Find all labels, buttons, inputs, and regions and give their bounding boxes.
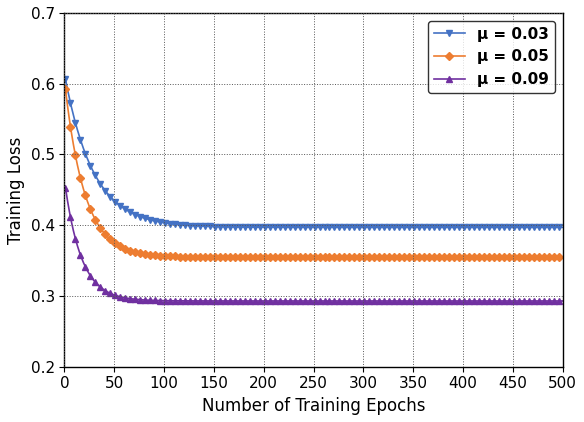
μ = 0.03 <box>470 225 477 230</box>
μ = 0.05 <box>301 254 308 260</box>
μ = 0.03 <box>547 225 554 230</box>
μ = 0.09 <box>470 298 477 303</box>
μ = 0.05 <box>358 254 365 260</box>
μ = 0.09 <box>298 298 305 303</box>
X-axis label: Number of Training Epochs: Number of Training Epochs <box>202 397 425 415</box>
Y-axis label: Training Loss: Training Loss <box>7 136 25 243</box>
Legend: μ = 0.03, μ = 0.05, μ = 0.09: μ = 0.03, μ = 0.05, μ = 0.09 <box>428 21 555 93</box>
μ = 0.03 <box>301 225 308 230</box>
Line: μ = 0.09: μ = 0.09 <box>62 185 565 304</box>
μ = 0.09 <box>331 298 338 303</box>
μ = 0.05 <box>62 87 69 92</box>
μ = 0.09 <box>358 298 365 303</box>
μ = 0.03 <box>559 225 566 230</box>
μ = 0.03 <box>298 225 305 230</box>
μ = 0.03 <box>358 225 365 230</box>
μ = 0.05 <box>559 254 566 260</box>
μ = 0.05 <box>470 254 477 260</box>
μ = 0.03 <box>62 76 69 81</box>
μ = 0.09 <box>559 298 566 303</box>
μ = 0.09 <box>62 185 69 190</box>
μ = 0.09 <box>301 298 308 303</box>
μ = 0.03 <box>331 225 338 230</box>
μ = 0.09 <box>547 298 554 303</box>
Line: μ = 0.03: μ = 0.03 <box>62 76 565 230</box>
μ = 0.05 <box>547 254 554 260</box>
μ = 0.05 <box>298 254 305 260</box>
Line: μ = 0.05: μ = 0.05 <box>62 87 565 260</box>
μ = 0.05 <box>331 254 338 260</box>
